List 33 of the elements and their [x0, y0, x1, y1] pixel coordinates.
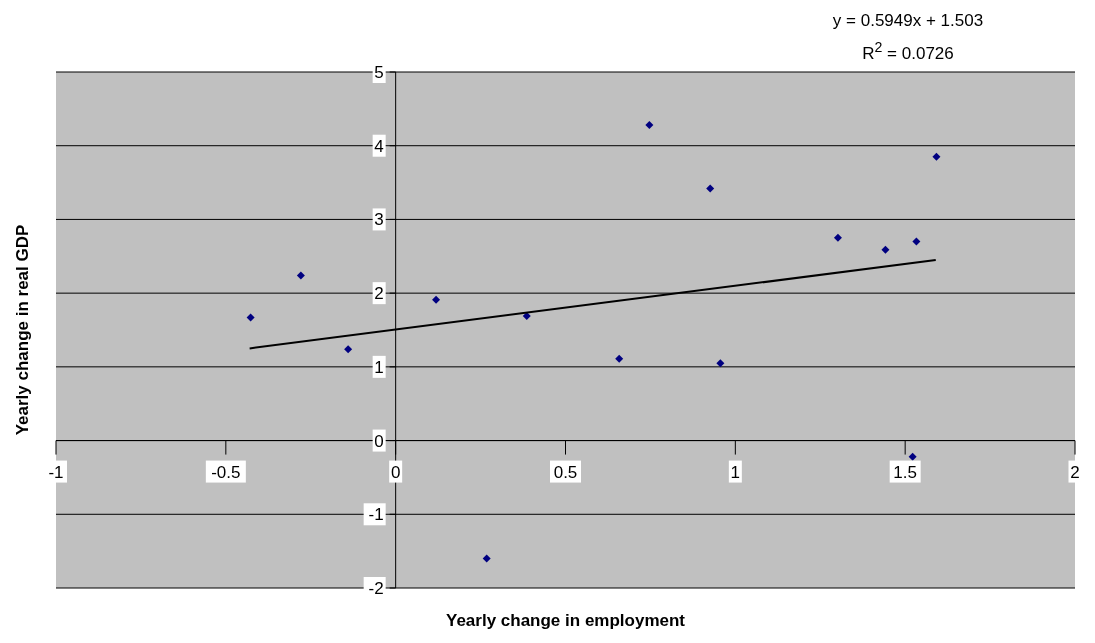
x-tick-label: -0.5	[211, 462, 241, 482]
y-tick-label: -2	[368, 579, 384, 598]
point	[932, 152, 941, 161]
point	[716, 359, 725, 368]
x-tick-label: 1.5	[893, 462, 917, 482]
text: R$^{2}$ = 0.0726	[862, 39, 954, 63]
x-tick-label: -1	[48, 462, 64, 482]
point	[706, 184, 715, 193]
y-tick-label: 2	[374, 284, 384, 304]
y-tick-label: -1	[368, 505, 384, 525]
x-tick-label: 0.5	[553, 462, 578, 482]
point	[482, 554, 491, 563]
y-tick-label: 1	[374, 357, 384, 377]
point	[615, 354, 624, 363]
point	[645, 121, 654, 130]
x-tick-label: 0	[390, 462, 401, 482]
y-tick-label: 4	[374, 136, 384, 156]
x-tick-label: 1	[730, 462, 741, 482]
point	[246, 313, 255, 322]
text: y = 0.5949x + 1.503	[832, 11, 984, 30]
y-tick-label: 0	[374, 431, 384, 451]
x-tick-label: 2	[1070, 462, 1080, 482]
point	[908, 452, 917, 461]
point	[912, 237, 921, 246]
x-axis-title: Yearly change in employment	[445, 611, 686, 630]
y-tick-label: 3	[374, 210, 384, 230]
point	[296, 271, 305, 280]
point	[881, 245, 890, 254]
y-axis-title: Yearly change in real GDP	[13, 224, 33, 436]
point	[432, 295, 441, 304]
point	[833, 233, 842, 242]
point	[344, 345, 353, 354]
y-tick-label: 5	[374, 63, 384, 82]
